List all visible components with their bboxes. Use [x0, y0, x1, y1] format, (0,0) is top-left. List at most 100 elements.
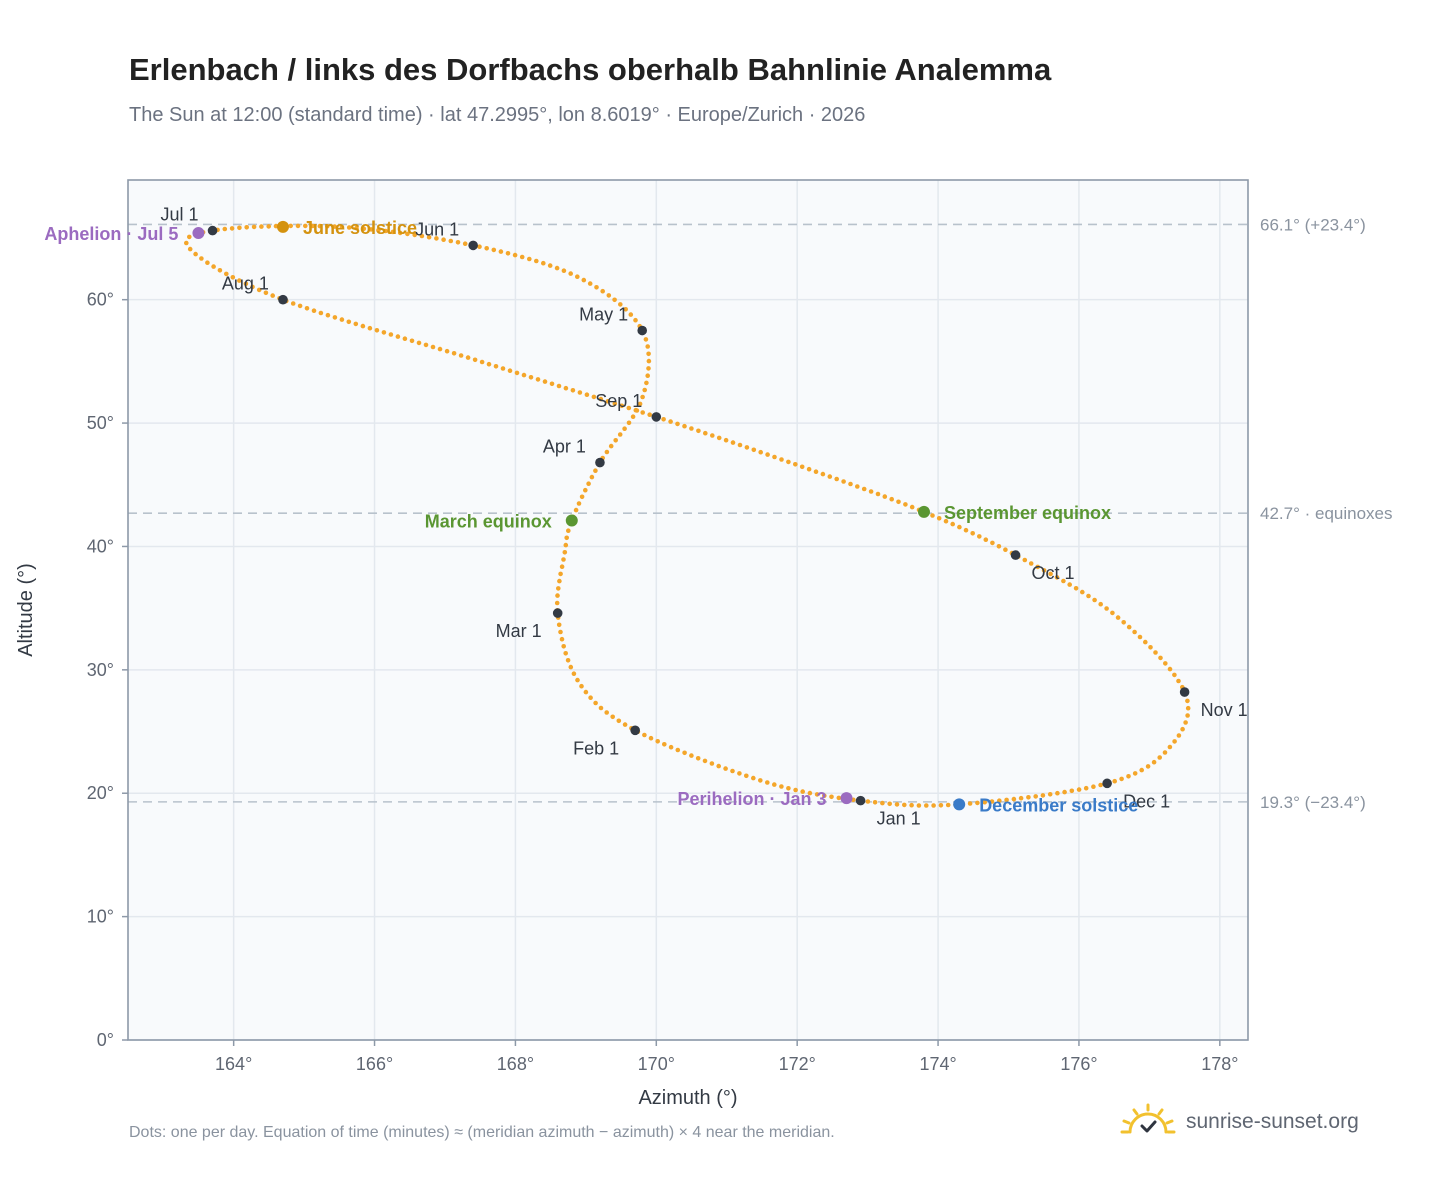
day-dot	[1119, 776, 1124, 782]
day-dot	[936, 516, 942, 521]
day-dot	[989, 799, 995, 804]
day-dot	[894, 802, 900, 807]
day-dot	[570, 388, 576, 393]
day-dot	[868, 489, 874, 494]
month-label: Dec 1	[1123, 791, 1170, 811]
y-tick-label: 60°	[87, 290, 114, 310]
brand-link[interactable]: sunrise-sunset.org	[1120, 1102, 1359, 1142]
day-dot	[1151, 759, 1157, 765]
day-dot	[237, 225, 242, 231]
x-tick-label: 164°	[215, 1054, 252, 1074]
day-dot	[1185, 705, 1191, 711]
month-marker	[630, 725, 640, 736]
day-dot	[521, 372, 527, 378]
day-dot	[575, 274, 580, 280]
day-dot	[577, 390, 583, 395]
day-dot	[559, 636, 565, 642]
day-dot	[512, 252, 518, 258]
y-tick-label: 20°	[87, 783, 114, 803]
reference-line-label: 66.1° (+23.4°)	[1260, 215, 1366, 234]
day-dot	[1041, 568, 1047, 573]
reference-line-label: 19.3° (−23.4°)	[1260, 793, 1366, 812]
day-dot	[388, 332, 394, 337]
day-dot	[251, 224, 257, 230]
day-dot	[814, 792, 820, 797]
day-dot	[1110, 610, 1115, 616]
month-label: Jan 1	[877, 809, 921, 829]
day-dot	[1145, 764, 1151, 769]
day-dot	[765, 780, 770, 785]
day-dot	[263, 290, 269, 296]
day-dot	[1069, 788, 1075, 794]
day-dot	[930, 513, 935, 518]
day-dot	[622, 722, 628, 727]
day-dot	[640, 394, 645, 400]
day-dot	[909, 504, 915, 510]
day-dot	[626, 405, 632, 411]
day-dot	[587, 281, 593, 286]
day-dot	[633, 317, 638, 323]
day-dot	[1167, 744, 1173, 750]
day-dot	[1126, 774, 1131, 779]
special-point-marker	[565, 514, 578, 527]
plot-area	[128, 180, 1248, 1040]
day-dot	[1121, 620, 1126, 625]
day-dot	[1098, 601, 1103, 607]
day-dot	[491, 247, 497, 253]
day-dot	[709, 761, 715, 766]
day-dot	[383, 228, 388, 234]
day-dot	[303, 223, 308, 229]
special-point-label: Perihelion · Jan 3	[677, 789, 826, 809]
day-dot	[484, 246, 490, 251]
day-dot	[598, 705, 604, 711]
reference-line-label: 42.7° · equinoxes	[1260, 504, 1393, 523]
day-dot	[1158, 655, 1163, 661]
day-dot	[605, 399, 611, 404]
day-dot	[827, 474, 833, 479]
day-dot	[361, 226, 367, 231]
day-dot	[563, 385, 569, 391]
day-dot	[882, 494, 888, 499]
day-dot	[682, 423, 687, 429]
day-dot	[880, 800, 885, 806]
day-dot	[571, 671, 577, 676]
day-dot	[229, 226, 235, 231]
day-dot	[806, 466, 812, 472]
day-dot	[682, 750, 687, 756]
day-dot	[646, 351, 651, 357]
day-dot	[996, 544, 1002, 549]
day-dot	[633, 407, 639, 413]
day-dot	[437, 346, 443, 352]
x-tick-label: 176°	[1060, 1054, 1097, 1074]
day-dot	[1104, 606, 1109, 611]
day-dot	[786, 786, 791, 791]
day-dot	[1115, 615, 1121, 620]
day-dot	[1061, 578, 1066, 584]
day-dot	[1185, 698, 1190, 704]
day-dot	[703, 430, 708, 436]
day-dot	[758, 449, 763, 455]
special-point-label: March equinox	[425, 512, 552, 532]
day-dot	[982, 799, 987, 805]
day-dot	[661, 417, 666, 422]
day-dot	[535, 377, 541, 382]
day-dot	[1091, 784, 1096, 789]
day-dot	[397, 230, 403, 236]
day-dot	[1048, 571, 1053, 577]
month-marker	[595, 457, 605, 468]
month-label: May 1	[579, 305, 628, 325]
day-dot	[193, 251, 198, 257]
day-dot	[217, 268, 223, 273]
sun-logo-icon	[1120, 1103, 1176, 1134]
x-tick-label: 166°	[356, 1054, 393, 1074]
day-dot	[360, 323, 366, 329]
day-dot	[604, 449, 610, 455]
day-dot	[1076, 787, 1082, 792]
special-point-label: December solstice	[979, 795, 1138, 815]
day-dot	[1047, 792, 1053, 797]
month-label: Mar 1	[496, 621, 542, 641]
day-dot	[419, 233, 425, 239]
day-dot	[353, 321, 359, 327]
y-tick-label: 10°	[87, 907, 114, 927]
day-dot	[1067, 582, 1072, 587]
